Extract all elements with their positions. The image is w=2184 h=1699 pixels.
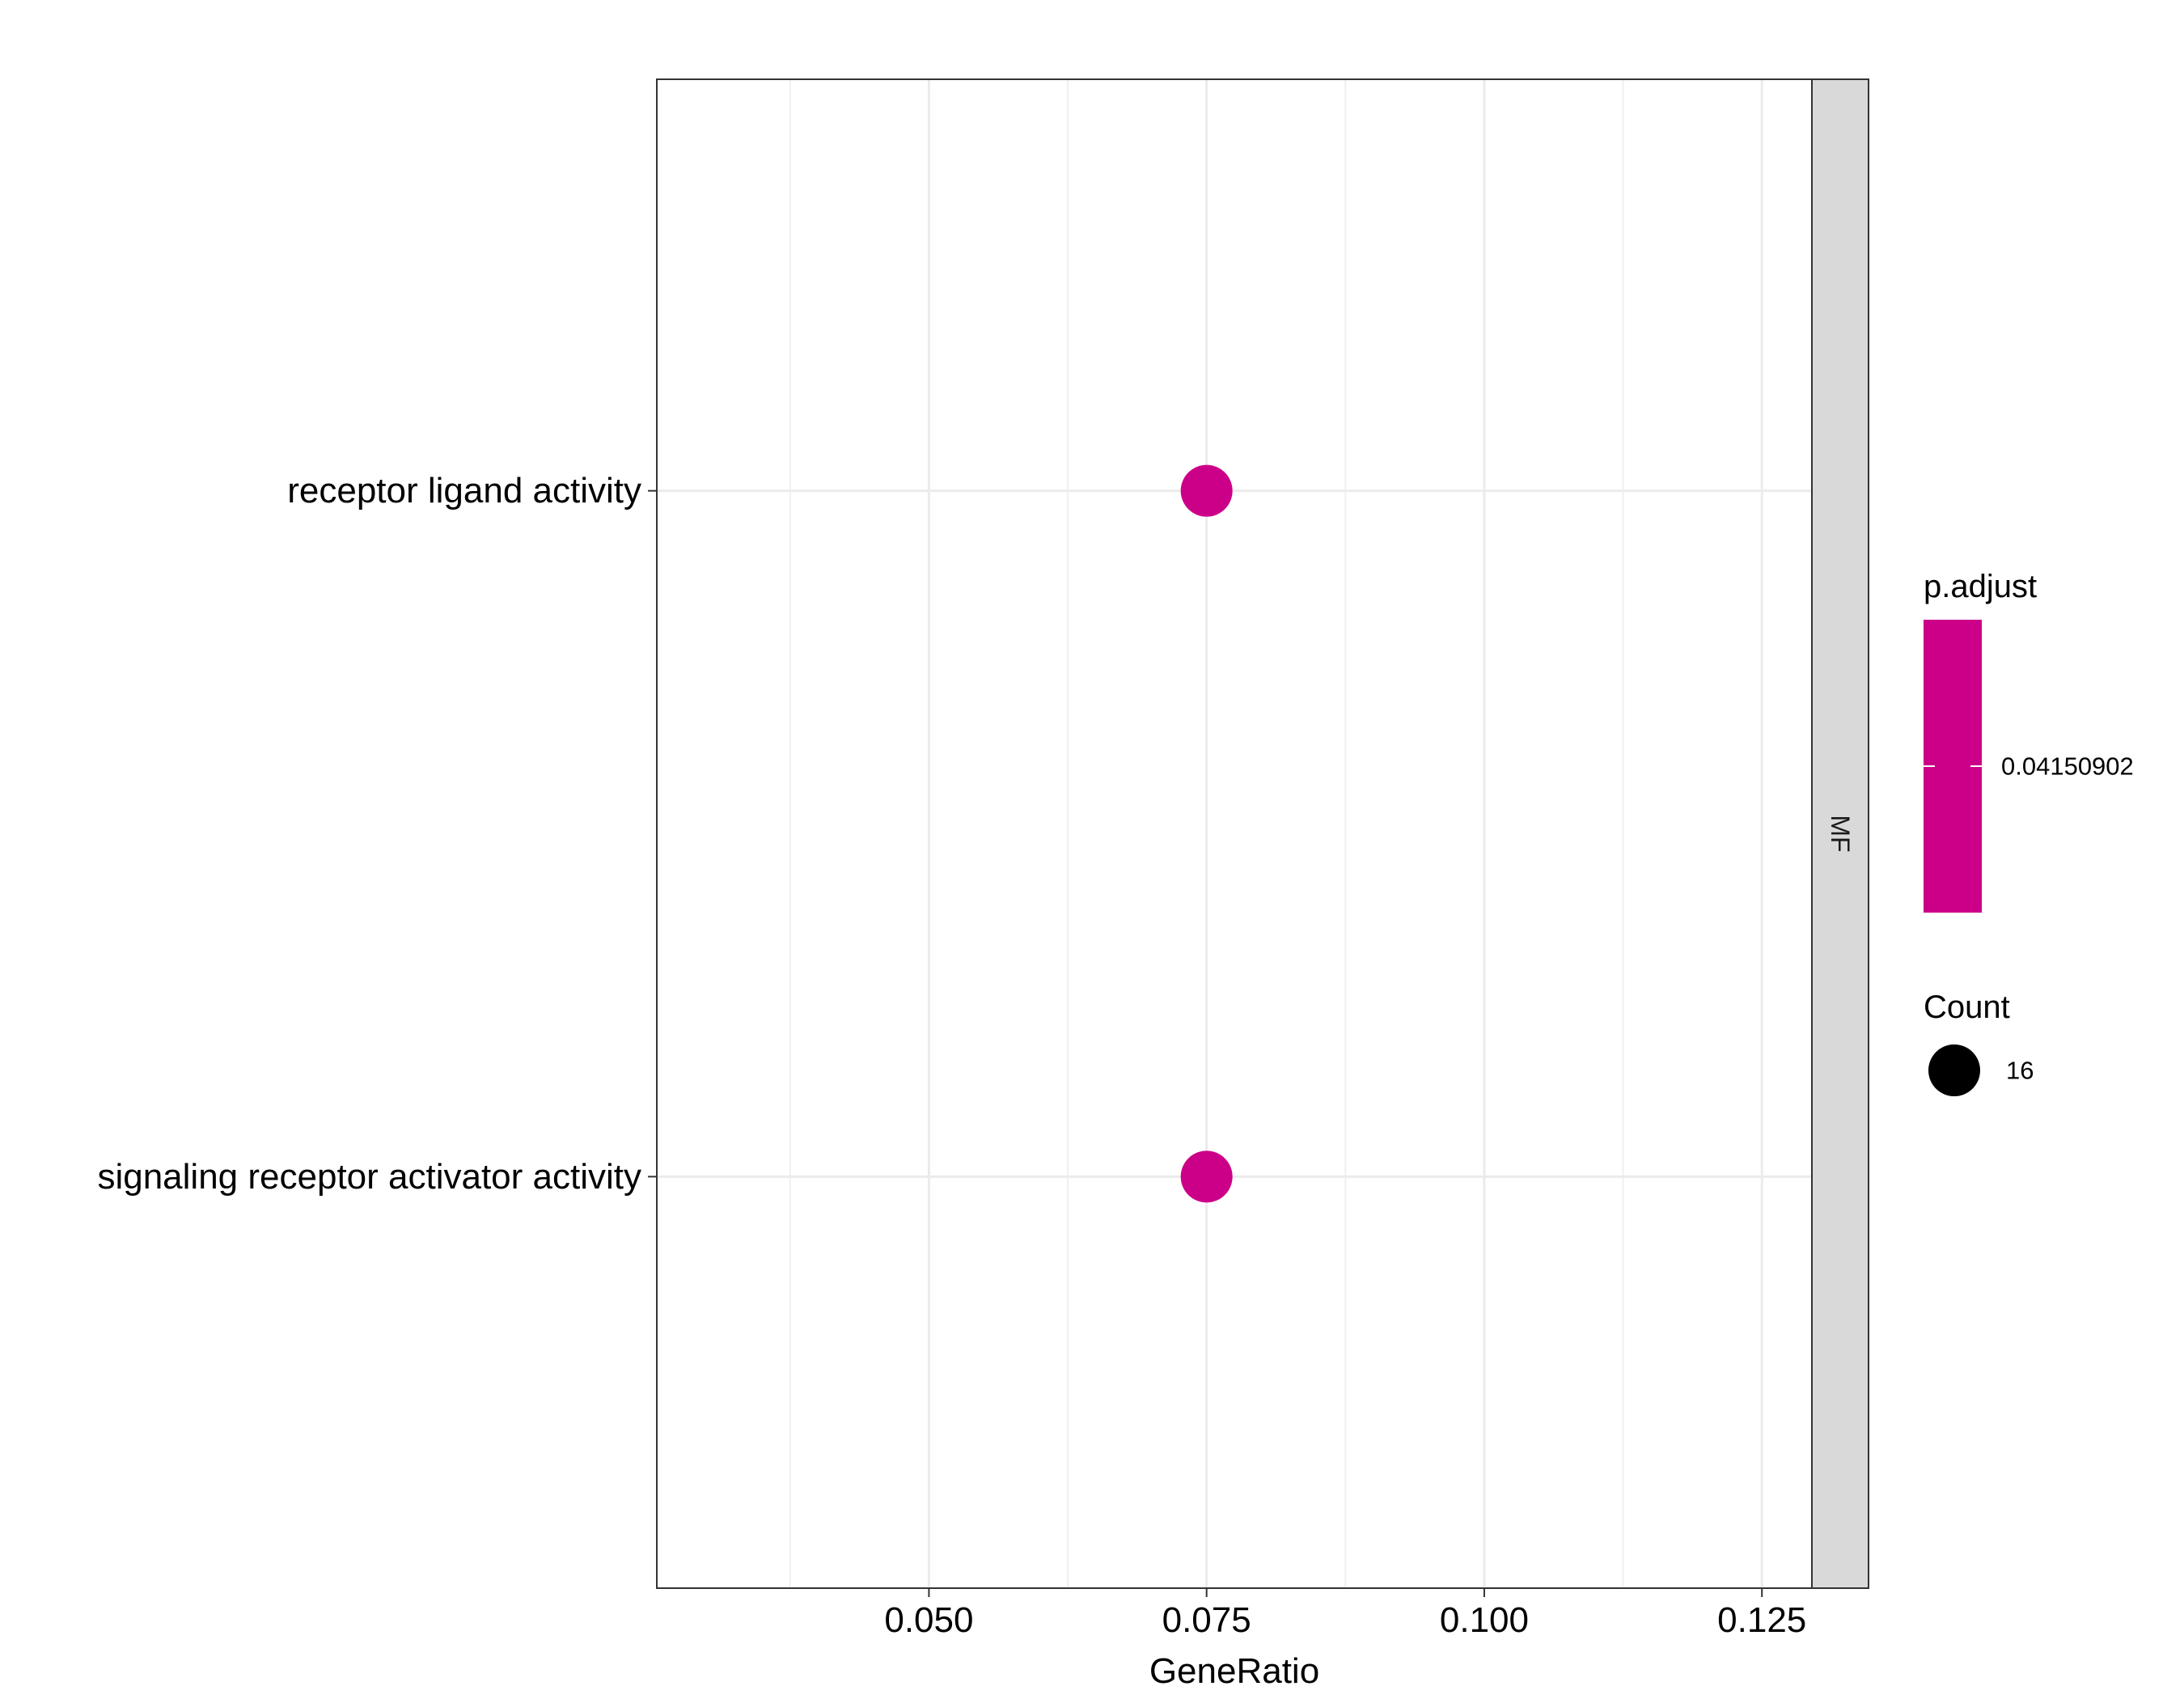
grid-lines xyxy=(657,79,1812,1588)
facet-label: MF xyxy=(1826,815,1855,852)
legend-size-value: 16 xyxy=(2006,1057,2034,1085)
x-axis-title: GeneRatio xyxy=(1149,1651,1319,1691)
legend-color-value: 0.04150902 xyxy=(2001,752,2134,781)
y-tick-label: signaling receptor activator activity xyxy=(97,1157,641,1197)
x-tick-label: 0.075 xyxy=(1162,1600,1251,1640)
x-tick-label: 0.050 xyxy=(884,1600,973,1640)
legend: p.adjust 0.04150902 Count 16 xyxy=(1924,569,2134,1096)
data-point xyxy=(1180,464,1233,517)
x-tick-label: 0.100 xyxy=(1440,1600,1529,1640)
x-axis: 0.050 0.075 0.100 0.125 xyxy=(884,1588,1806,1640)
facet-strip: MF xyxy=(1811,78,1869,1589)
legend-size-key xyxy=(1928,1044,1980,1096)
legend-color-title: p.adjust xyxy=(1924,569,2037,604)
facet-strip-box xyxy=(1811,78,1869,1589)
y-axis: receptor ligand activity signaling recept… xyxy=(97,471,657,1197)
x-tick-label: 0.125 xyxy=(1717,1600,1806,1640)
data-point xyxy=(1180,1150,1233,1203)
data-points xyxy=(1180,464,1233,1203)
y-tick-label: receptor ligand activity xyxy=(287,471,641,511)
legend-size-title: Count xyxy=(1924,989,2010,1025)
